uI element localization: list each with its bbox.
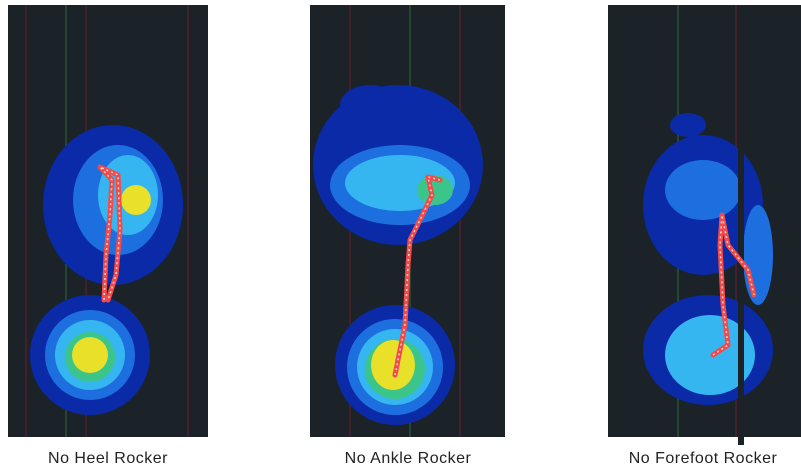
pressure-map xyxy=(608,5,801,445)
caption: No Heel Rocker xyxy=(48,450,168,467)
figure: No Heel Rocker No Ankle Rocker No Forefo… xyxy=(0,0,801,473)
caption: No Forefoot Rocker xyxy=(629,450,778,467)
pressure-map xyxy=(310,5,505,437)
caption: No Ankle Rocker xyxy=(345,450,472,467)
pressure-map xyxy=(8,5,208,437)
